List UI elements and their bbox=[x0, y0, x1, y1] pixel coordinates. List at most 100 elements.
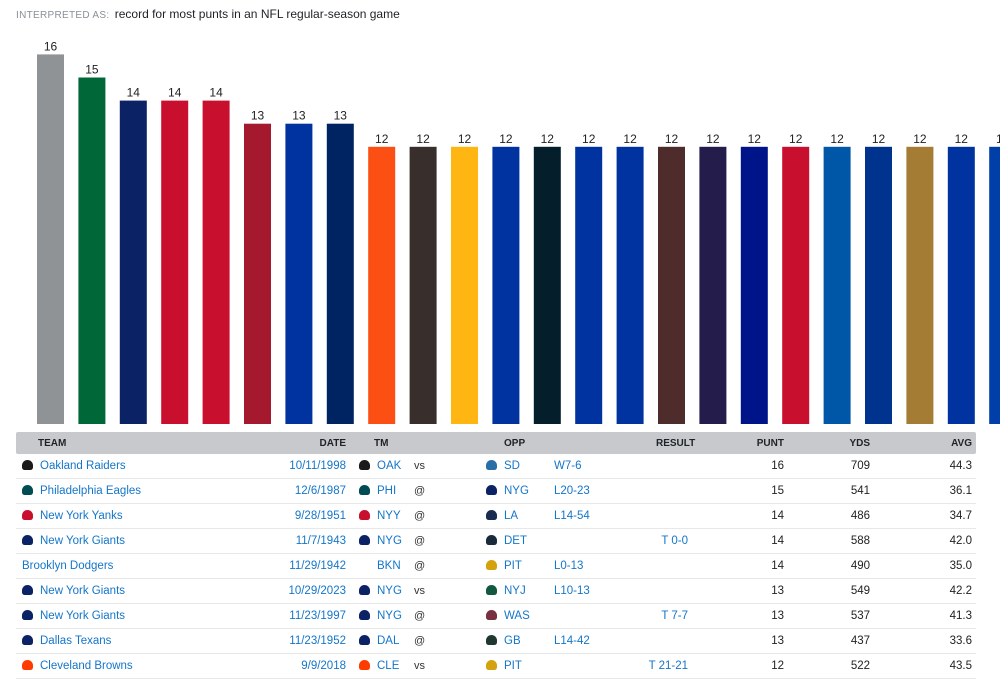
result-link[interactable]: T 0-0 bbox=[661, 535, 688, 547]
game-date-link[interactable]: 11/23/1952 bbox=[289, 635, 346, 647]
header-tm[interactable]: TM bbox=[374, 438, 389, 449]
team-icon bbox=[359, 560, 370, 570]
bar-1[interactable] bbox=[37, 54, 64, 425]
team-link[interactable]: Dallas Texans bbox=[40, 635, 112, 647]
game-date-link[interactable]: 10/11/1998 bbox=[289, 460, 346, 472]
opp-link[interactable]: LA bbox=[504, 510, 519, 522]
result-link[interactable]: L0-13 bbox=[554, 560, 584, 572]
yds-value: 522 bbox=[850, 660, 870, 672]
table-row[interactable]: Brooklyn Dodgers 11/29/1942 BKN @ PIT L0-13 14… bbox=[16, 554, 976, 579]
bar-14[interactable] bbox=[575, 146, 603, 425]
table-row[interactable]: Dallas Texans 11/23/1952 DAL @ GB L14-42 13 437… bbox=[16, 629, 976, 654]
team-link[interactable]: New York Yanks bbox=[40, 510, 123, 522]
eagles-helmet-icon bbox=[359, 485, 370, 495]
tm-link[interactable]: NYG bbox=[377, 585, 402, 597]
tm-link[interactable]: NYG bbox=[377, 535, 402, 547]
team-link[interactable]: New York Giants bbox=[40, 585, 126, 597]
bar-20[interactable] bbox=[823, 146, 851, 425]
opp-link[interactable]: NYJ bbox=[504, 585, 526, 597]
result-link[interactable]: L10-13 bbox=[554, 585, 590, 597]
header-punt[interactable]: PUNT bbox=[756, 438, 784, 449]
bar-19[interactable] bbox=[782, 146, 810, 425]
tm-link[interactable]: NYY bbox=[377, 510, 401, 522]
bar-12[interactable] bbox=[492, 146, 520, 425]
opp-link[interactable]: WAS bbox=[504, 610, 530, 622]
opp-cell: WAS bbox=[486, 610, 530, 622]
tm-link[interactable]: PHI bbox=[377, 485, 397, 497]
tm-cell: NYY bbox=[359, 510, 401, 522]
game-date-link[interactable]: 11/29/1942 bbox=[289, 560, 346, 572]
header-yds[interactable]: YDS bbox=[849, 438, 870, 449]
bar-7[interactable] bbox=[285, 123, 313, 424]
team-link[interactable]: Brooklyn Dodgers bbox=[22, 560, 114, 572]
tm-link[interactable]: DAL bbox=[377, 635, 400, 647]
opp-link[interactable]: PIT bbox=[504, 660, 522, 672]
table-row[interactable]: Philadelphia Eagles 12/6/1987 PHI @ NYG L20-2… bbox=[16, 479, 976, 504]
result-link[interactable]: L14-42 bbox=[554, 635, 590, 647]
table-row[interactable]: New York Giants 11/23/1997 NYG @ WAS T 7-7 13 5… bbox=[16, 604, 976, 629]
game-date-link[interactable]: 12/6/1987 bbox=[294, 485, 346, 497]
table-header: TEAM DATE TM OPP RESULT PUNT YDS AVG bbox=[16, 432, 976, 454]
opp-cell: PIT bbox=[486, 560, 522, 572]
table-row[interactable]: New York Giants 10/29/2023 NYG vs NYJ L10-13 1… bbox=[16, 579, 976, 604]
bar-11[interactable] bbox=[451, 146, 478, 425]
team-link[interactable]: Oakland Raiders bbox=[40, 460, 126, 472]
bar-16[interactable] bbox=[658, 146, 685, 425]
result-link[interactable]: T 21-21 bbox=[648, 660, 688, 672]
bar-5[interactable] bbox=[202, 100, 230, 424]
bar-2[interactable] bbox=[78, 77, 106, 425]
tm-link[interactable]: OAK bbox=[377, 460, 402, 472]
tm-link[interactable]: BKN bbox=[377, 560, 401, 572]
bar-6[interactable] bbox=[244, 123, 271, 424]
packers-helmet-icon bbox=[486, 635, 497, 645]
table-row[interactable]: Oakland Raiders 10/11/1998 OAK vs SD W7-6 16 70… bbox=[16, 454, 976, 479]
tm-link[interactable]: NYG bbox=[377, 610, 402, 622]
game-date-link[interactable]: 11/7/1943 bbox=[295, 535, 346, 547]
team-link[interactable]: New York Giants bbox=[40, 610, 126, 622]
game-date-link[interactable]: 9/28/1951 bbox=[294, 510, 346, 522]
lions-helmet-icon bbox=[486, 535, 497, 545]
bar-3[interactable] bbox=[119, 100, 147, 424]
bar-value-label: 12 bbox=[458, 132, 472, 146]
game-date-link[interactable]: 11/23/1997 bbox=[289, 610, 346, 622]
table-row[interactable]: New York Yanks 9/28/1951 NYY @ LA L14-54 14 486… bbox=[16, 504, 976, 529]
team-link[interactable]: Philadelphia Eagles bbox=[40, 485, 142, 497]
team-cell: New York Giants bbox=[22, 585, 125, 597]
result-link[interactable]: W7-6 bbox=[554, 460, 582, 472]
bar-24[interactable] bbox=[989, 146, 1000, 425]
tm-link[interactable]: CLE bbox=[377, 660, 400, 672]
opp-link[interactable]: SD bbox=[504, 460, 520, 472]
bar-4[interactable] bbox=[161, 100, 189, 424]
bar-13[interactable] bbox=[533, 146, 561, 425]
result-link[interactable]: L20-23 bbox=[554, 485, 590, 497]
game-date-link[interactable]: 9/9/2018 bbox=[301, 660, 346, 672]
opp-link[interactable]: PIT bbox=[504, 560, 522, 572]
bar-22[interactable] bbox=[906, 146, 934, 425]
result-link[interactable]: L14-54 bbox=[554, 510, 590, 522]
header-date[interactable]: DATE bbox=[319, 438, 346, 449]
game-date-link[interactable]: 10/29/2023 bbox=[288, 585, 346, 597]
bar-15[interactable] bbox=[616, 146, 644, 425]
opp-link[interactable]: NYG bbox=[504, 485, 529, 497]
opp-cell: GB bbox=[486, 635, 521, 647]
table-row[interactable]: Cleveland Browns 9/9/2018 CLE vs PIT T 21-21 1… bbox=[16, 654, 976, 679]
bar-18[interactable] bbox=[740, 146, 768, 425]
header-opp[interactable]: OPP bbox=[504, 438, 526, 449]
eagles-helmet-icon bbox=[22, 485, 33, 495]
bar-17[interactable] bbox=[699, 146, 727, 425]
team-link[interactable]: Cleveland Browns bbox=[40, 660, 133, 672]
opp-link[interactable]: GB bbox=[504, 635, 521, 647]
bar-9[interactable] bbox=[368, 146, 396, 425]
opp-link[interactable]: DET bbox=[504, 535, 527, 547]
result-link[interactable]: T 7-7 bbox=[661, 610, 688, 622]
bar-21[interactable] bbox=[865, 146, 892, 425]
header-team[interactable]: TEAM bbox=[38, 438, 67, 449]
header-result[interactable]: RESULT bbox=[656, 438, 696, 449]
bar-23[interactable] bbox=[947, 146, 975, 425]
bar-10[interactable] bbox=[409, 146, 437, 425]
header-avg[interactable]: AVG bbox=[951, 438, 972, 449]
bar-8[interactable] bbox=[326, 123, 354, 424]
browns-helmet-icon bbox=[359, 660, 370, 670]
team-link[interactable]: New York Giants bbox=[40, 535, 126, 547]
table-row[interactable]: New York Giants 11/7/1943 NYG @ DET T 0-0 14 58… bbox=[16, 529, 976, 554]
